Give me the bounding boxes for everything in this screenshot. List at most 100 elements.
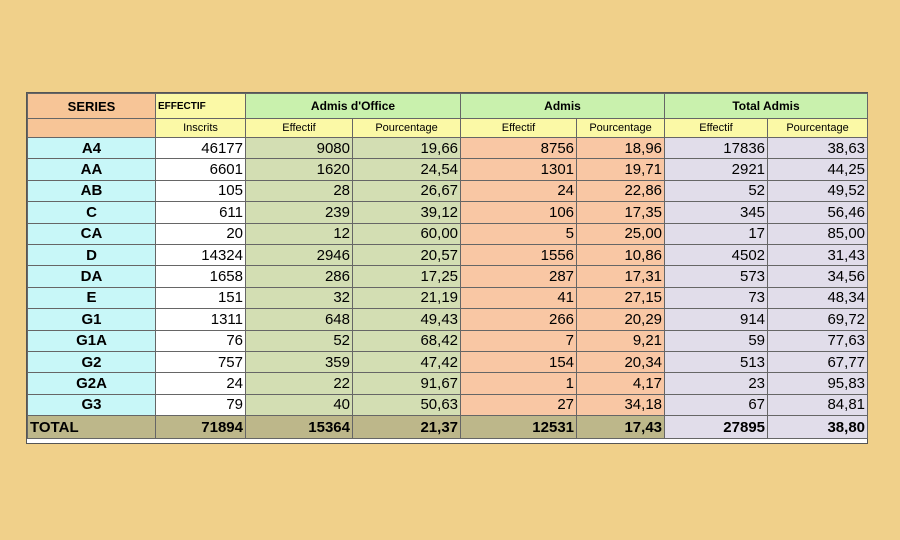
ta-effectif-cell[interactable]: 4502: [664, 243, 769, 267]
series-cell[interactable]: AA: [27, 158, 156, 181]
admis-effectif-cell[interactable]: 106: [460, 201, 578, 224]
total-ta-effectif-cell[interactable]: 27895: [664, 415, 769, 440]
ta-pourcentage-cell[interactable]: 38,63: [767, 136, 869, 160]
ta-effectif-cell[interactable]: 2921: [664, 158, 769, 181]
series-cell[interactable]: D: [27, 243, 156, 267]
ta-pourcentage-cell[interactable]: 48,34: [767, 286, 869, 310]
admis-effectif-cell[interactable]: 27: [460, 393, 578, 417]
admis-effectif-cell[interactable]: 1556: [460, 243, 578, 267]
ta-pourcentage-cell[interactable]: 56,46: [767, 201, 869, 224]
series-cell[interactable]: G1: [27, 308, 156, 331]
ao-pourcentage-subheader[interactable]: Pourcentage: [351, 118, 462, 138]
ao-pourcentage-cell[interactable]: 26,67: [351, 179, 462, 203]
ao-pourcentage-cell[interactable]: 21,19: [351, 286, 462, 310]
ao-effectif-cell[interactable]: 2946: [245, 243, 353, 267]
ao-effectif-cell[interactable]: 286: [245, 265, 353, 288]
inscrits-cell[interactable]: 14324: [155, 243, 246, 267]
effectif-header[interactable]: EFFECTIF: [155, 93, 246, 119]
ao-effectif-cell[interactable]: 1620: [245, 158, 353, 181]
admis-pourcentage-cell[interactable]: 9,21: [576, 329, 666, 352]
ta-pourcentage-subheader[interactable]: Pourcentage: [767, 118, 869, 138]
admis-effectif-cell[interactable]: 5: [460, 222, 578, 245]
inscrits-cell[interactable]: 611: [155, 201, 246, 224]
series-cell[interactable]: A4: [27, 136, 156, 160]
ao-pourcentage-cell[interactable]: 17,25: [351, 265, 462, 288]
admis-pourcentage-subheader[interactable]: Pourcentage: [576, 118, 666, 138]
ao-effectif-cell[interactable]: 12: [245, 222, 353, 245]
ta-effectif-cell[interactable]: 67: [664, 393, 769, 417]
admis-effectif-cell[interactable]: 8756: [460, 136, 578, 160]
admis-pourcentage-cell[interactable]: 22,86: [576, 179, 666, 203]
ao-pourcentage-cell[interactable]: 49,43: [351, 308, 462, 331]
admis-effectif-cell[interactable]: 1: [460, 372, 578, 395]
ta-effectif-cell[interactable]: 345: [664, 201, 769, 224]
inscrits-cell[interactable]: 1658: [155, 265, 246, 288]
ao-pourcentage-cell[interactable]: 60,00: [351, 222, 462, 245]
ao-effectif-cell[interactable]: 359: [245, 350, 353, 374]
ao-pourcentage-cell[interactable]: 68,42: [351, 329, 462, 352]
ta-effectif-cell[interactable]: 17836: [664, 136, 769, 160]
admis-effectif-cell[interactable]: 24: [460, 179, 578, 203]
ao-pourcentage-cell[interactable]: 24,54: [351, 158, 462, 181]
inscrits-subheader[interactable]: Inscrits: [155, 118, 246, 138]
ao-pourcentage-cell[interactable]: 50,63: [351, 393, 462, 417]
total-admis-header[interactable]: Total Admis: [664, 93, 869, 119]
inscrits-cell[interactable]: 24: [155, 372, 246, 395]
inscrits-cell[interactable]: 1311: [155, 308, 246, 331]
ta-effectif-cell[interactable]: 59: [664, 329, 769, 352]
ta-pourcentage-cell[interactable]: 84,81: [767, 393, 869, 417]
inscrits-cell[interactable]: 46177: [155, 136, 246, 160]
ta-effectif-cell[interactable]: 573: [664, 265, 769, 288]
admis-pourcentage-cell[interactable]: 25,00: [576, 222, 666, 245]
ao-effectif-cell[interactable]: 648: [245, 308, 353, 331]
ao-effectif-cell[interactable]: 32: [245, 286, 353, 310]
series-cell[interactable]: G2: [27, 350, 156, 374]
ao-pourcentage-cell[interactable]: 19,66: [351, 136, 462, 160]
total-series-cell[interactable]: TOTAL: [27, 415, 156, 440]
ta-effectif-cell[interactable]: 914: [664, 308, 769, 331]
ta-pourcentage-cell[interactable]: 85,00: [767, 222, 869, 245]
ta-pourcentage-cell[interactable]: 67,77: [767, 350, 869, 374]
ta-effectif-cell[interactable]: 513: [664, 350, 769, 374]
total-admis-pourcentage-cell[interactable]: 17,43: [576, 415, 666, 440]
inscrits-cell[interactable]: 757: [155, 350, 246, 374]
ta-pourcentage-cell[interactable]: 34,56: [767, 265, 869, 288]
series-cell[interactable]: G1A: [27, 329, 156, 352]
series-cell[interactable]: G3: [27, 393, 156, 417]
admis-effectif-cell[interactable]: 266: [460, 308, 578, 331]
total-ta-pourcentage-cell[interactable]: 38,80: [767, 415, 869, 440]
ao-pourcentage-cell[interactable]: 20,57: [351, 243, 462, 267]
admis-header[interactable]: Admis: [460, 93, 666, 119]
series-subheader-blank[interactable]: [27, 118, 156, 138]
ta-effectif-cell[interactable]: 23: [664, 372, 769, 395]
admis-pourcentage-cell[interactable]: 4,17: [576, 372, 666, 395]
ao-effectif-cell[interactable]: 22: [245, 372, 353, 395]
admis-effectif-cell[interactable]: 7: [460, 329, 578, 352]
series-cell[interactable]: C: [27, 201, 156, 224]
ta-pourcentage-cell[interactable]: 69,72: [767, 308, 869, 331]
admis-pourcentage-cell[interactable]: 19,71: [576, 158, 666, 181]
admis-pourcentage-cell[interactable]: 17,35: [576, 201, 666, 224]
series-cell[interactable]: CA: [27, 222, 156, 245]
inscrits-cell[interactable]: 6601: [155, 158, 246, 181]
series-cell[interactable]: G2A: [27, 372, 156, 395]
series-header[interactable]: SERIES: [27, 93, 156, 119]
ao-effectif-cell[interactable]: 40: [245, 393, 353, 417]
total-admis-effectif-cell[interactable]: 12531: [460, 415, 578, 440]
ta-effectif-cell[interactable]: 52: [664, 179, 769, 203]
ta-pourcentage-cell[interactable]: 31,43: [767, 243, 869, 267]
ao-pourcentage-cell[interactable]: 47,42: [351, 350, 462, 374]
inscrits-cell[interactable]: 76: [155, 329, 246, 352]
ao-effectif-cell[interactable]: 239: [245, 201, 353, 224]
inscrits-cell[interactable]: 79: [155, 393, 246, 417]
admis-effectif-cell[interactable]: 1301: [460, 158, 578, 181]
admis-effectif-cell[interactable]: 154: [460, 350, 578, 374]
ta-effectif-subheader[interactable]: Effectif: [664, 118, 769, 138]
ta-pourcentage-cell[interactable]: 77,63: [767, 329, 869, 352]
ao-pourcentage-cell[interactable]: 91,67: [351, 372, 462, 395]
admis-effectif-subheader[interactable]: Effectif: [460, 118, 578, 138]
series-cell[interactable]: AB: [27, 179, 156, 203]
ao-effectif-cell[interactable]: 52: [245, 329, 353, 352]
inscrits-cell[interactable]: 20: [155, 222, 246, 245]
admis-effectif-cell[interactable]: 41: [460, 286, 578, 310]
